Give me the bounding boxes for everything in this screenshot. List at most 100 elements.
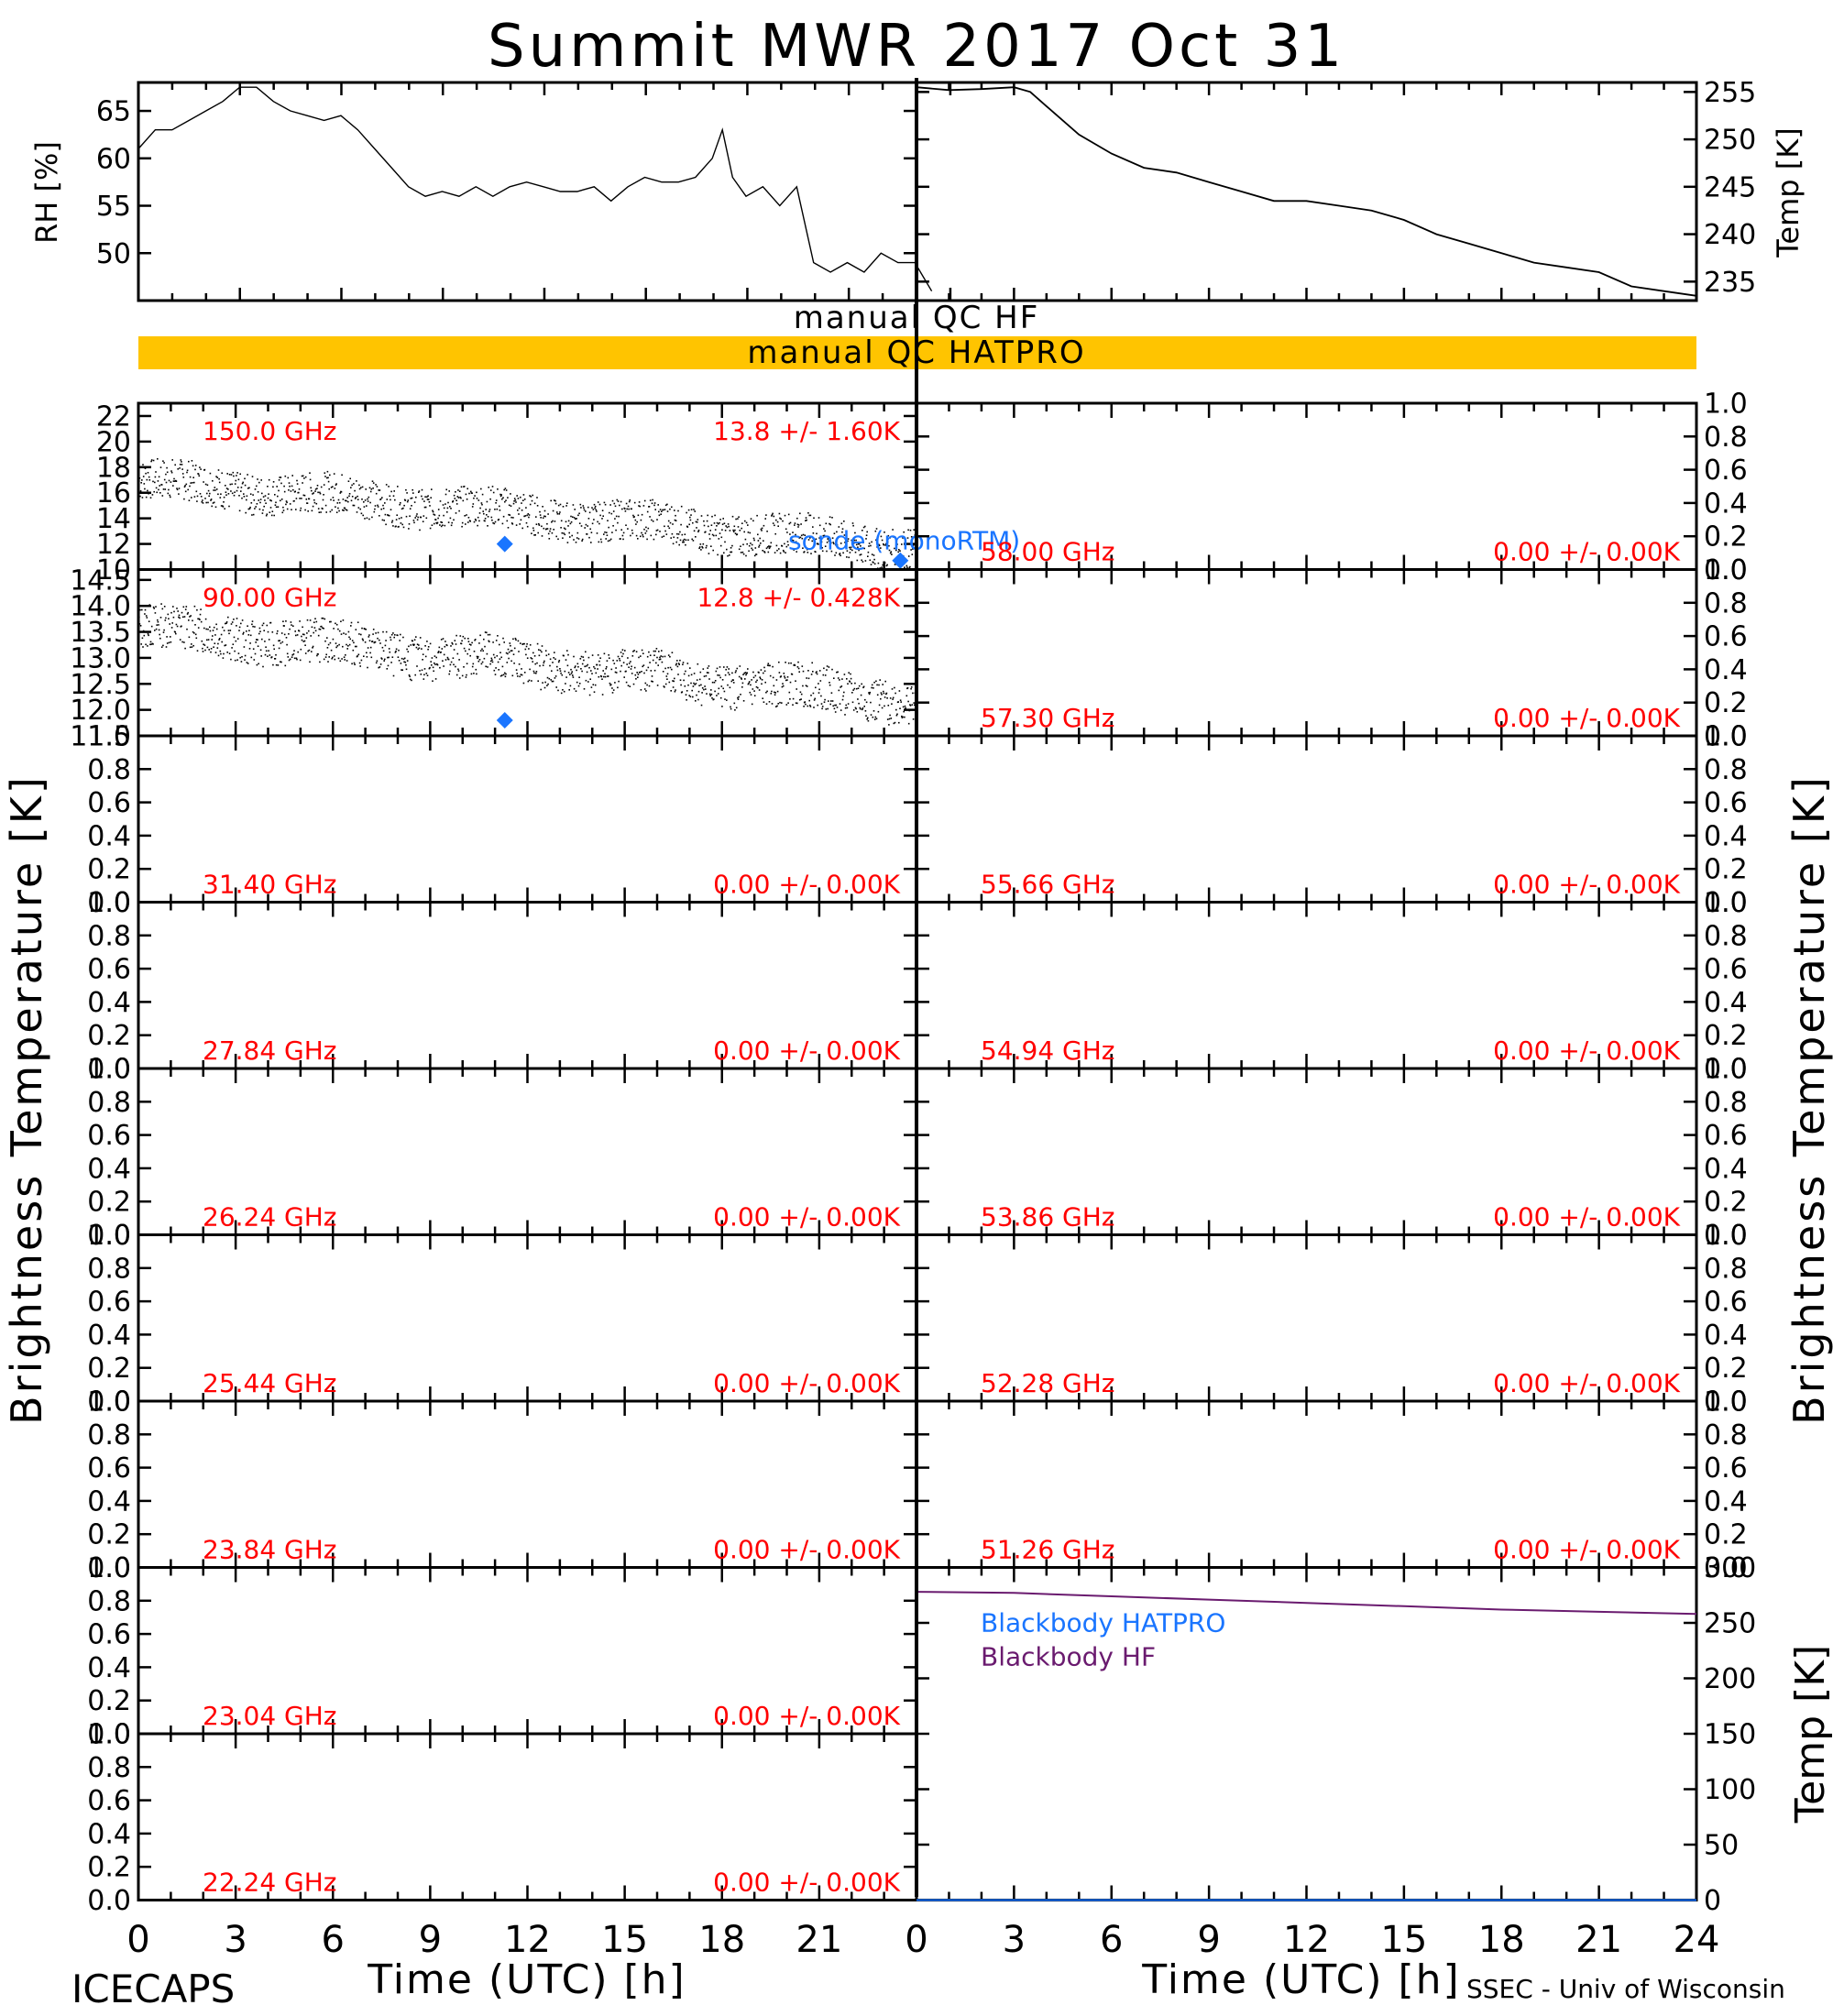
data-point bbox=[398, 525, 400, 528]
data-point bbox=[479, 507, 481, 509]
data-point bbox=[729, 530, 731, 531]
data-point bbox=[818, 537, 820, 539]
data-point bbox=[319, 491, 321, 494]
data-point bbox=[620, 652, 622, 653]
data-point bbox=[330, 620, 332, 623]
data-point bbox=[152, 606, 155, 608]
data-point bbox=[314, 630, 317, 632]
data-point bbox=[823, 528, 825, 530]
data-point bbox=[378, 666, 379, 669]
data-point bbox=[771, 690, 773, 693]
data-point bbox=[516, 673, 518, 674]
data-point bbox=[716, 695, 718, 696]
data-point bbox=[701, 692, 703, 694]
data-point bbox=[563, 527, 565, 530]
data-point bbox=[863, 706, 865, 707]
data-point bbox=[436, 663, 438, 665]
data-point bbox=[650, 670, 653, 672]
data-point bbox=[508, 651, 510, 653]
data-point bbox=[820, 703, 823, 705]
data-point bbox=[604, 503, 607, 506]
data-point bbox=[161, 495, 164, 497]
data-point bbox=[371, 480, 374, 482]
data-point bbox=[558, 660, 561, 662]
data-point bbox=[420, 516, 423, 519]
tb150-y-tick-label: 20 bbox=[96, 426, 131, 458]
data-point bbox=[577, 538, 580, 540]
data-point bbox=[268, 639, 270, 641]
data-point bbox=[824, 530, 826, 532]
data-point bbox=[910, 686, 913, 688]
data-point bbox=[377, 506, 379, 508]
data-point bbox=[498, 669, 499, 671]
data-point bbox=[345, 633, 347, 635]
data-point bbox=[531, 532, 532, 534]
tb90-y-tick-label: 14.5 bbox=[70, 564, 131, 597]
data-point bbox=[822, 534, 825, 537]
data-point bbox=[153, 608, 155, 609]
data-point bbox=[329, 474, 331, 477]
data-point bbox=[861, 683, 862, 685]
data-point bbox=[492, 641, 494, 643]
data-point bbox=[742, 674, 744, 675]
data-point bbox=[416, 513, 418, 515]
data-point bbox=[376, 660, 379, 663]
data-point bbox=[494, 656, 496, 659]
data-point bbox=[165, 473, 167, 476]
data-point bbox=[474, 639, 477, 641]
data-point bbox=[357, 655, 358, 657]
data-point bbox=[287, 477, 290, 479]
data-point bbox=[870, 714, 873, 716]
data-point bbox=[741, 686, 743, 688]
data-point bbox=[264, 495, 267, 497]
data-point bbox=[701, 547, 704, 549]
data-point bbox=[370, 656, 373, 659]
data-point bbox=[390, 490, 392, 493]
data-point bbox=[153, 490, 155, 493]
data-point bbox=[521, 502, 522, 504]
data-point bbox=[424, 496, 426, 498]
tb5386-y-tick-label: 1.0 bbox=[1704, 1054, 1748, 1086]
data-point bbox=[230, 474, 233, 476]
data-point bbox=[478, 520, 480, 522]
data-point bbox=[426, 496, 428, 499]
data-point bbox=[826, 550, 828, 553]
data-point bbox=[471, 641, 473, 644]
data-point bbox=[335, 622, 336, 625]
data-point bbox=[266, 513, 269, 515]
data-point bbox=[868, 693, 871, 696]
tb2624-y-tick-label: 0.2 bbox=[87, 1187, 131, 1219]
data-point bbox=[361, 638, 364, 641]
data-point bbox=[842, 552, 844, 554]
data-point bbox=[173, 610, 175, 613]
data-point bbox=[423, 515, 425, 517]
data-point bbox=[801, 665, 804, 667]
data-point bbox=[159, 466, 162, 468]
data-point bbox=[850, 548, 851, 551]
data-point bbox=[582, 656, 585, 658]
data-point bbox=[770, 693, 773, 695]
data-point bbox=[402, 507, 404, 509]
data-point bbox=[894, 686, 895, 689]
data-point bbox=[858, 542, 861, 545]
data-point bbox=[175, 623, 178, 626]
data-point bbox=[384, 658, 386, 661]
data-point bbox=[642, 664, 645, 666]
data-point bbox=[884, 531, 885, 533]
data-point bbox=[495, 667, 497, 669]
data-point bbox=[662, 671, 664, 673]
data-point bbox=[445, 641, 446, 642]
data-point bbox=[390, 636, 391, 639]
data-point bbox=[664, 686, 665, 688]
data-point bbox=[244, 484, 247, 487]
right-y-axis-label: Brightness Temperature [K] bbox=[1784, 774, 1833, 1425]
tb5228-y-tick-label: 0.4 bbox=[1704, 1320, 1748, 1352]
data-point bbox=[843, 691, 845, 694]
data-point bbox=[635, 523, 637, 525]
data-point bbox=[225, 491, 227, 493]
data-point bbox=[343, 656, 346, 658]
data-point bbox=[509, 642, 511, 644]
data-point bbox=[868, 545, 870, 547]
data-point bbox=[203, 643, 204, 645]
data-point bbox=[911, 704, 914, 706]
